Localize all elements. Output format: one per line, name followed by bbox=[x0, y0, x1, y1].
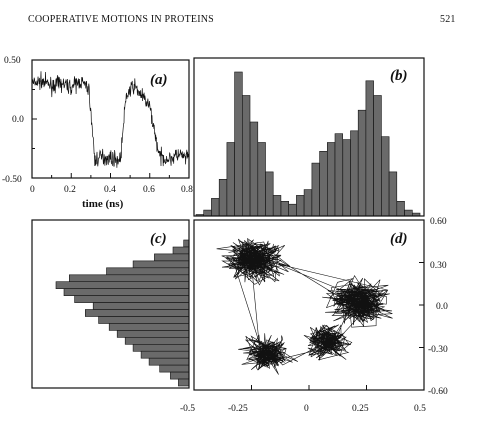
panel-b-bar bbox=[218, 179, 228, 217]
panel-b-bar bbox=[242, 95, 251, 217]
panel-b-bar bbox=[365, 80, 374, 217]
panel-c-bar bbox=[106, 267, 190, 276]
panel-b-bar bbox=[357, 109, 367, 217]
panel-c: (c) bbox=[31, 219, 190, 389]
panel-a-xtick: 0.2 bbox=[64, 185, 76, 195]
panel-a-ytick: 0.50 bbox=[4, 56, 21, 66]
panel-c-bar bbox=[92, 302, 190, 310]
panel-d-xtick: 0.5 bbox=[414, 404, 426, 414]
panel-d-ytick: 0.60 bbox=[430, 217, 447, 227]
panel-a-trace bbox=[31, 71, 190, 168]
panel-a-xtick: 0.8 bbox=[181, 185, 193, 195]
panel-d: (d) 0.60 0.30 0.0 -0.30 -0.60 -0.5 -0.25… bbox=[180, 217, 448, 414]
panel-b-bar bbox=[396, 201, 405, 217]
panel-c-bar bbox=[148, 357, 190, 366]
panel-b-bar bbox=[342, 139, 351, 217]
panel-d-ytick: 0.0 bbox=[436, 302, 448, 312]
panel-c-bar bbox=[159, 364, 190, 373]
panel-b-label: (b) bbox=[390, 68, 408, 84]
panel-d-trajectory bbox=[216, 237, 393, 375]
panel-c-bar bbox=[63, 288, 190, 297]
panel-b-bar bbox=[350, 130, 359, 217]
panel-d-xtick: 0.25 bbox=[352, 404, 369, 414]
panel-b-frame bbox=[193, 57, 425, 217]
panel-b-bar bbox=[234, 71, 243, 217]
panel-c-bar bbox=[172, 246, 190, 255]
panel-b-bar bbox=[388, 171, 398, 217]
panel-d-xtick: -0.25 bbox=[228, 404, 248, 414]
panel-d-ytick: 0.30 bbox=[430, 261, 447, 271]
panel-a-xtick: 0.6 bbox=[143, 185, 155, 195]
panel-d-ytick: -0.30 bbox=[428, 345, 448, 355]
panel-b-bar bbox=[319, 151, 328, 217]
panel-c-bar bbox=[116, 330, 190, 338]
panel-a-xtick: 0 bbox=[30, 185, 35, 195]
panel-c-bar bbox=[85, 309, 190, 317]
panel-c-bar bbox=[74, 295, 190, 303]
panel-b-bar bbox=[249, 121, 259, 217]
panel-a: 0.50 0.0 -0.50 0 0.2 0.4 0.6 0.8 time (n… bbox=[2, 56, 193, 210]
panel-c-bar bbox=[124, 336, 190, 345]
panel-c-bar bbox=[178, 378, 190, 387]
running-head: COOPERATIVE MOTIONS IN PROTEINS bbox=[28, 14, 214, 25]
panel-a-ytick: 0.0 bbox=[12, 115, 24, 125]
panel-a-ytick: -0.50 bbox=[2, 175, 22, 185]
panel-b-bar bbox=[203, 209, 212, 217]
panel-c-bar bbox=[132, 260, 190, 269]
panel-d-xtick: 0 bbox=[304, 404, 309, 414]
panel-a-xlabel: time (ns) bbox=[82, 198, 124, 210]
panel-b-bar bbox=[226, 142, 235, 217]
panel-b-bar bbox=[265, 171, 274, 217]
panel-b-bar bbox=[288, 203, 297, 217]
panel-c-bar bbox=[170, 371, 190, 380]
page-number: 521 bbox=[440, 14, 456, 25]
panel-b-bar bbox=[272, 195, 282, 217]
panel-b-bar bbox=[326, 142, 336, 217]
panel-b: (b) bbox=[193, 57, 425, 217]
panel-b-bar bbox=[303, 189, 313, 217]
panel-c-label: (c) bbox=[150, 231, 167, 247]
panel-c-bar bbox=[183, 239, 190, 248]
panel-d-ytick: -0.60 bbox=[428, 387, 448, 397]
panel-a-label: (a) bbox=[150, 72, 168, 88]
panel-b-bar bbox=[280, 201, 289, 217]
panel-b-bar bbox=[211, 198, 220, 217]
panel-b-bar bbox=[404, 209, 413, 217]
panel-a-xtick: 0.4 bbox=[104, 185, 116, 195]
panel-b-bar bbox=[334, 133, 343, 217]
panel-c-bar bbox=[98, 316, 190, 324]
panel-c-bar bbox=[55, 281, 190, 290]
panel-c-bar bbox=[108, 323, 190, 331]
panel-c-bar bbox=[154, 253, 190, 262]
panel-c-bar bbox=[140, 350, 190, 359]
panel-b-bar bbox=[257, 142, 266, 217]
panel-b-bar bbox=[311, 162, 320, 217]
panel-d-label: (d) bbox=[390, 231, 408, 247]
panel-b-bar bbox=[296, 195, 305, 217]
panel-c-bar bbox=[69, 274, 190, 283]
panel-c-bar bbox=[132, 343, 190, 352]
panel-b-bar bbox=[381, 136, 390, 217]
panel-c-frame bbox=[31, 219, 190, 389]
panel-b-bar bbox=[373, 95, 382, 217]
panel-d-xtick: -0.5 bbox=[180, 404, 195, 414]
